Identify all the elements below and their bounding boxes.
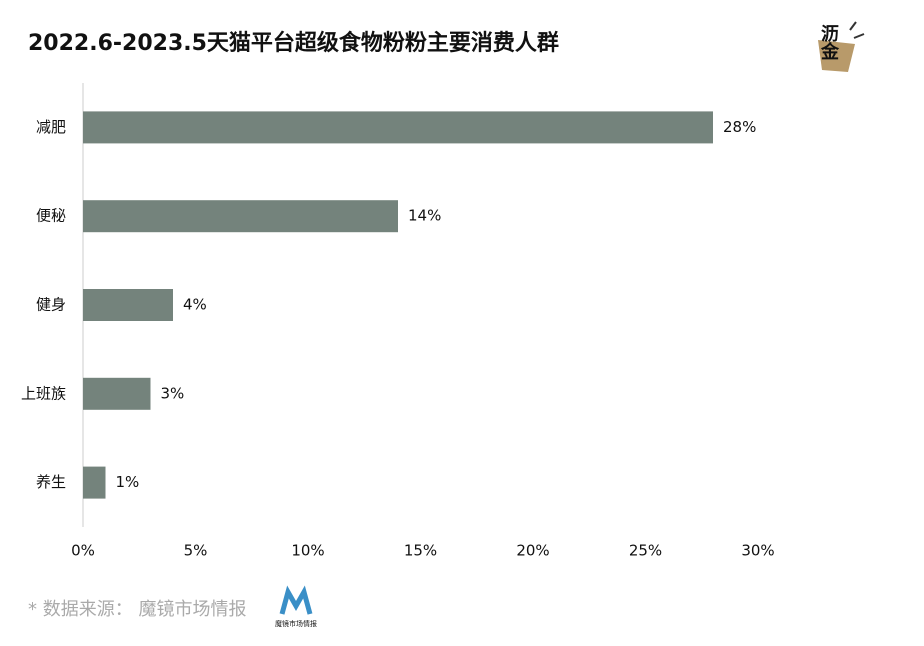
bar [83,466,106,499]
value-label: 28% [723,118,756,136]
y-tick-label: 上班族 [21,384,66,402]
y-tick-label: 健身 [36,296,66,314]
x-tick-label: 10% [291,542,324,560]
bar [83,377,151,410]
bar [83,200,398,233]
y-tick-label: 养生 [36,473,66,491]
logo-ray [853,33,865,39]
y-tick-label: 减肥 [36,118,66,136]
x-tick-label: 30% [741,542,774,560]
logo: 沥金 [818,21,865,72]
value-label: 1% [116,473,140,491]
y-tick-label: 便秘 [36,207,66,225]
x-tick-label: 5% [184,542,208,560]
logo-ray [849,21,857,31]
source-logo-mark [279,585,313,615]
source: * 数据来源： 魔镜市场情报 [28,599,246,620]
logo-text: 沥金 [818,24,840,60]
chart-title: 2022.6-2023.5天猫平台超级食物粉粉主要消费人群 [28,30,559,56]
bar [83,111,713,144]
logo-shape [818,40,855,72]
x-tick-label: 20% [516,542,549,560]
value-label: 14% [408,207,441,225]
x-tick-label: 15% [404,542,437,560]
bar [83,289,173,321]
x-tick-label: 25% [629,542,662,560]
x-tick-label: 0% [71,542,95,560]
source-logo-text: 魔镜市场情报 [275,619,317,628]
value-label: 4% [183,296,207,314]
value-label: 3% [161,384,185,402]
